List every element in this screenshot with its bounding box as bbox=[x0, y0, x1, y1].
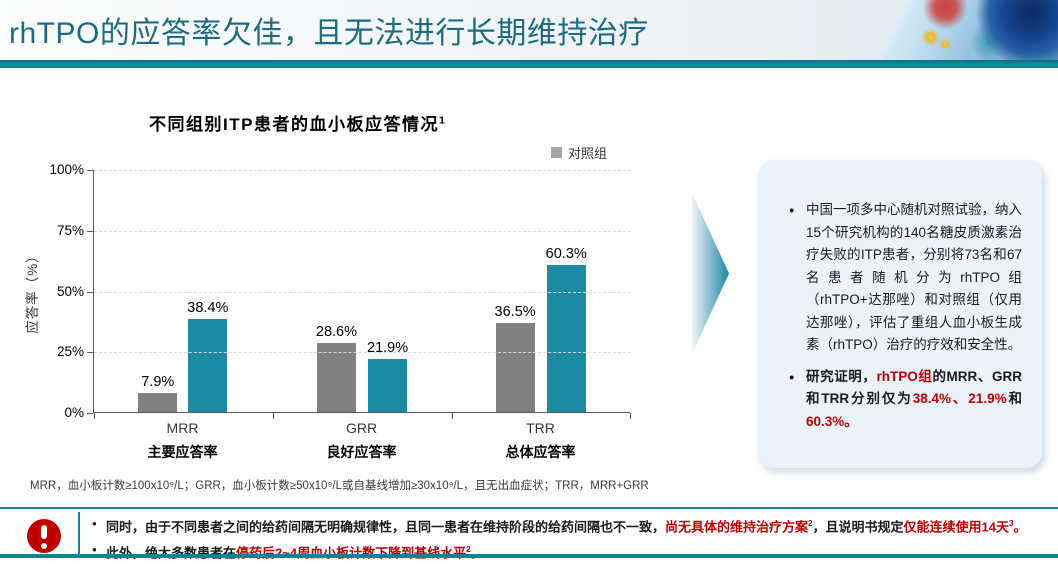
bar-wrap: 38.4% bbox=[187, 300, 228, 412]
header-accent-bar bbox=[0, 60, 1058, 68]
y-tick-mark bbox=[87, 291, 93, 293]
category-name-GRR: 良好应答率 bbox=[326, 444, 397, 460]
footer-bottom-rule bbox=[0, 554, 1058, 558]
legend-label: 对照组 bbox=[568, 146, 608, 161]
study-summary-callout: 中国一项多中心随机对照试验，纳入15个研究机构的140名糖皮质激素治疗失败的IT… bbox=[758, 160, 1042, 468]
x-axis-category-codes: MRR GRR TRR bbox=[93, 420, 630, 436]
gridline-50 bbox=[94, 291, 631, 293]
callout-bullet-1: 中国一项多中心随机对照试验，纳入15个研究机构的140名糖皮质激素治疗失败的IT… bbox=[789, 199, 1022, 357]
slide-title: rhTPO的应答率欠佳，且无法进行长期维持治疗 bbox=[9, 17, 649, 50]
category-name-TRR: 总体应答率 bbox=[505, 444, 576, 460]
bar-group-TRR: 36.5% 60.3% bbox=[451, 170, 630, 412]
y-tick-label-100: 100% bbox=[49, 162, 84, 177]
bar-rhTPO组-MRR bbox=[188, 318, 228, 412]
x-axis-category-names: 主要应答率 良好应答率 总体应答率 bbox=[93, 442, 630, 462]
bar-chart-plot-area: 7.9% 38.4% 28.6% 21.9% 36.5% 60.3% 0% 25% 50% 75… bbox=[49, 162, 631, 420]
bar-wrap: 21.9% bbox=[367, 340, 408, 412]
x-tick-mark bbox=[94, 413, 95, 419]
header-artwork bbox=[880, 0, 1058, 60]
y-tick-mark bbox=[87, 230, 93, 232]
bar-groups: 7.9% 38.4% 28.6% 21.9% 36.5% 60.3% bbox=[94, 170, 630, 412]
y-tick-mark bbox=[87, 352, 93, 354]
header: rhTPO的应答率欠佳，且无法进行长期维持治疗 bbox=[0, 0, 1058, 60]
footer-top-rule bbox=[0, 507, 1058, 509]
category-name-MRR: 主要应答率 bbox=[147, 444, 218, 460]
category-code-MRR: MRR bbox=[166, 420, 199, 436]
bar-wrap: 28.6% bbox=[316, 324, 357, 412]
footer-note-1: 同时，由于不同患者之间的给药间隔无明确规律性，且同一患者在维持阶段的给药间隔也不… bbox=[92, 512, 1042, 538]
category-code-GRR: GRR bbox=[345, 420, 378, 436]
artwork-diagonal-edge bbox=[880, 0, 881, 60]
footer-note-2: 此外，绝大多数患者在停药后2~4周血小板计数下降到基线水平2。 bbox=[92, 538, 1042, 564]
callout-bullet-2: 研究证明，rhTPO组的MRR、GRR和TRR分别仅为38.4%、21.9%和6… bbox=[789, 366, 1022, 434]
category-code-TRR: TRR bbox=[526, 420, 555, 436]
gridline-25 bbox=[94, 352, 631, 354]
data-label-rhTPO组-TRR: 60.3% bbox=[545, 246, 587, 263]
x-tick-mark bbox=[630, 413, 631, 419]
alert-exclamation-icon bbox=[27, 519, 61, 553]
callout-bullet-list: 中国一项多中心随机对照试验，纳入15个研究机构的140名糖皮质激素治疗失败的IT… bbox=[789, 199, 1022, 433]
chart-title: 不同组别ITP患者的血小板应答情况1 bbox=[149, 114, 447, 134]
data-label-对照组-MRR: 7.9% bbox=[141, 373, 175, 390]
gridline-75 bbox=[94, 230, 631, 232]
bar-wrap: 7.9% bbox=[138, 373, 178, 412]
bar-wrap: 60.3% bbox=[546, 246, 587, 412]
bar-rhTPO组-GRR bbox=[368, 358, 408, 412]
legend-swatch-icon bbox=[551, 147, 562, 158]
y-tick-label-50: 50% bbox=[56, 283, 84, 299]
bar-对照组-TRR bbox=[495, 323, 535, 412]
bar-rhTPO组-TRR bbox=[546, 265, 586, 412]
bar-wrap: 36.5% bbox=[495, 304, 536, 412]
y-tick-label-25: 25% bbox=[56, 344, 84, 360]
gridline-100 bbox=[94, 170, 631, 171]
y-tick-label-75: 75% bbox=[56, 222, 84, 238]
bar-group-MRR: 7.9% 38.4% bbox=[94, 170, 273, 412]
x-tick-mark bbox=[452, 413, 453, 419]
footer-vertical-divider bbox=[78, 512, 80, 554]
data-label-对照组-TRR: 36.5% bbox=[494, 304, 536, 321]
y-tick-mark bbox=[87, 170, 93, 171]
right-arrow-graphic bbox=[692, 193, 729, 354]
bar-对照组-MRR bbox=[138, 392, 178, 412]
data-label-rhTPO组-MRR: 38.4% bbox=[187, 299, 229, 316]
bar-对照组-GRR bbox=[316, 342, 356, 412]
y-tick-label-0: 0% bbox=[64, 405, 84, 420]
chart-legend: 对照组 bbox=[551, 143, 607, 162]
y-tick-mark bbox=[87, 413, 93, 414]
data-label-rhTPO组-GRR: 21.9% bbox=[367, 339, 409, 356]
x-tick-mark bbox=[273, 413, 274, 419]
chart-footnote: MRR，血小板计数≥100x10⁹/L；GRR，血小板计数≥50x10⁹/L或自… bbox=[30, 480, 649, 492]
data-label-对照组-GRR: 28.6% bbox=[315, 323, 357, 340]
bar-group-GRR: 28.6% 21.9% bbox=[273, 170, 452, 412]
